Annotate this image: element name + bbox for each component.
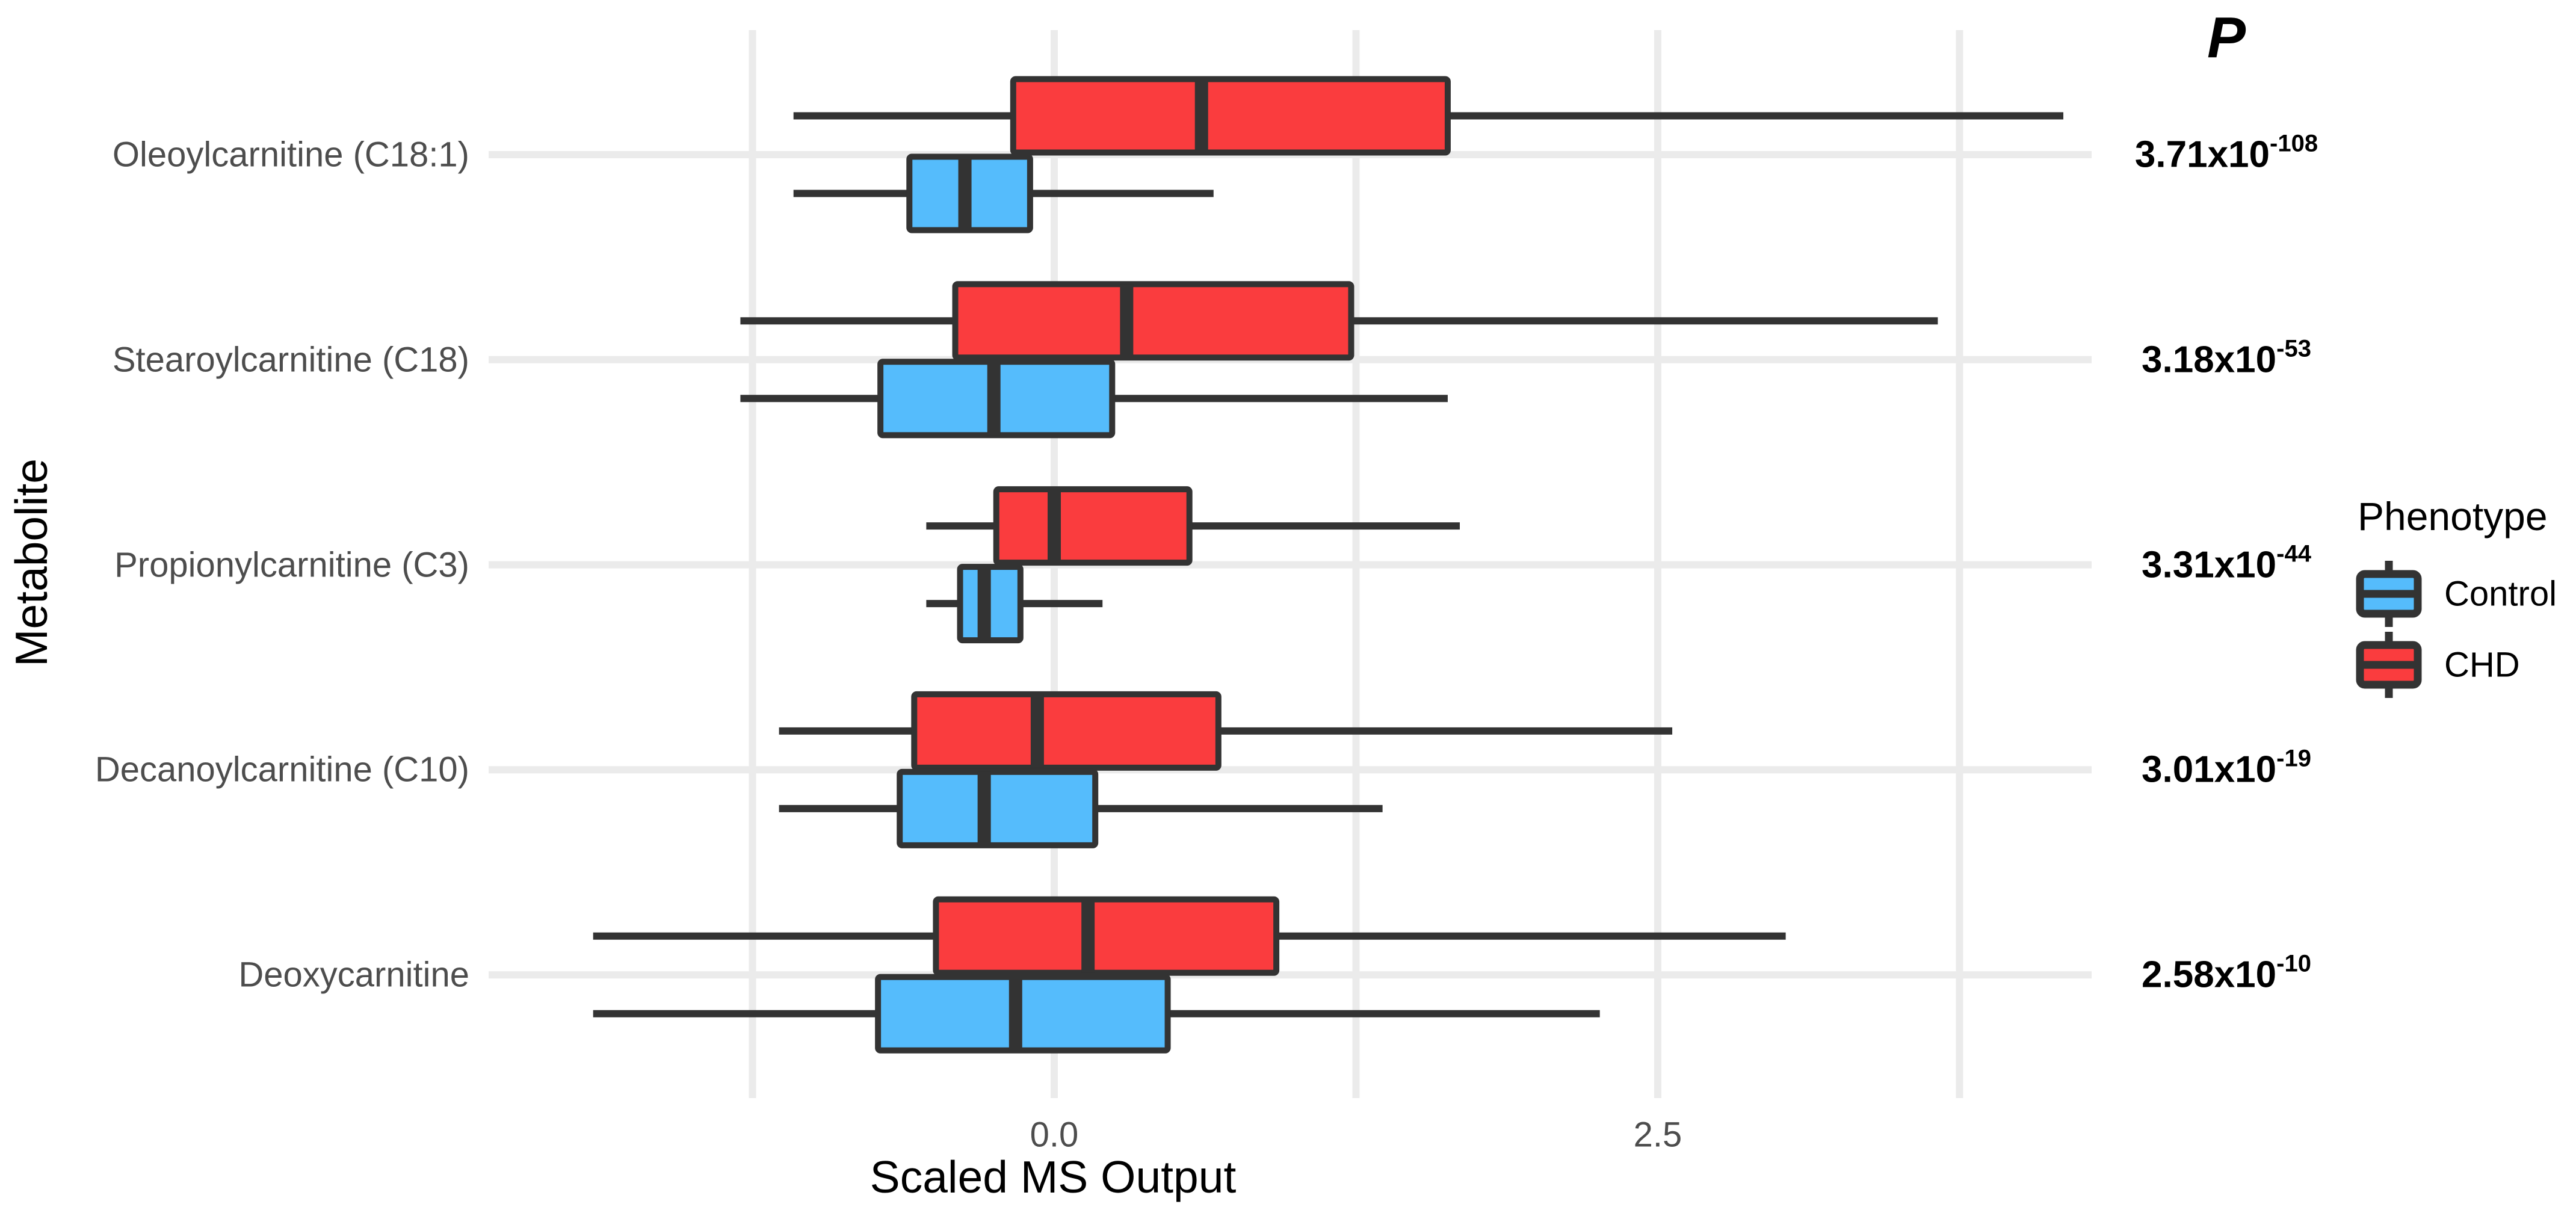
legend-label-control: Control: [2444, 574, 2557, 614]
iqr-box: [952, 281, 1354, 361]
p-value-exponent: -19: [2276, 745, 2311, 772]
iqr-box: [1010, 76, 1451, 156]
y-axis-label: Decanoylcarnitine (C10): [94, 750, 469, 789]
p-value: 3.01x10-19: [2142, 745, 2311, 791]
p-value-base: 3.71x10: [2134, 134, 2270, 176]
x-axis-tick-label: 0.0: [1030, 1115, 1079, 1155]
legend-title: Phenotype: [2358, 494, 2548, 539]
p-column-header: P: [2207, 5, 2246, 70]
boxplot-control: [740, 359, 1448, 439]
p-value: 2.58x10-10: [2142, 950, 2311, 996]
boxplot-control: [779, 768, 1383, 848]
iqr-box: [993, 486, 1193, 566]
iqr-box: [911, 691, 1222, 771]
x-axis-tick-label: 2.5: [1633, 1115, 1682, 1155]
p-value-exponent: -53: [2276, 335, 2311, 362]
boxplot-control: [793, 153, 1214, 233]
x-axis-title: Scaled MS Output: [869, 1152, 1237, 1202]
iqr-box: [933, 896, 1280, 976]
boxplot-chd: [779, 691, 1673, 771]
y-axis-title: Metabolite: [6, 458, 57, 667]
boxplot-chd: [926, 486, 1460, 566]
p-value-exponent: -10: [2276, 950, 2311, 977]
p-value-base: 3.01x10: [2142, 749, 2277, 791]
p-value-base: 3.18x10: [2142, 339, 2277, 381]
y-axis-label: Oleoylcarnitine (C18:1): [112, 135, 469, 174]
boxplot-chd: [740, 281, 1938, 361]
boxplot-control: [926, 564, 1103, 644]
iqr-box: [875, 974, 1171, 1054]
p-value-exponent: -44: [2276, 540, 2311, 567]
p-value: 3.71x10-108: [2134, 130, 2318, 176]
legend-label-chd: CHD: [2444, 645, 2520, 685]
y-axis-label: Propionylcarnitine (C3): [114, 545, 469, 585]
y-axis-label: Stearoylcarnitine (C18): [112, 340, 469, 380]
p-value-base: 3.31x10: [2142, 544, 2277, 586]
boxplot-control: [593, 974, 1600, 1054]
p-value: 3.31x10-44: [2142, 540, 2311, 586]
p-value: 3.18x10-53: [2142, 335, 2311, 381]
p-value-exponent: -108: [2270, 130, 2318, 157]
iqr-box: [897, 768, 1099, 848]
p-value-base: 2.58x10: [2142, 954, 2277, 996]
y-axis-label: Deoxycarnitine: [238, 955, 469, 995]
boxplot-chd: [593, 896, 1786, 976]
boxplot-chd: [793, 76, 2064, 156]
